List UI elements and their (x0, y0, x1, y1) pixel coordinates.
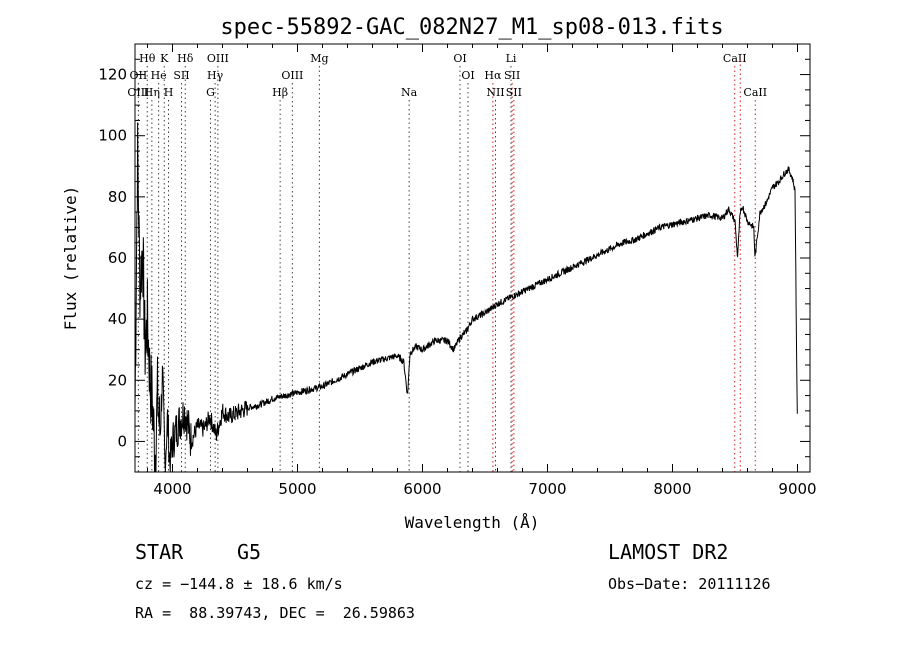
subclass-label: G5 (237, 540, 262, 564)
line-label: CaII (743, 86, 767, 99)
line-label: OI (453, 52, 466, 65)
line-label: SII (173, 69, 189, 82)
x-tick-label: 8000 (653, 480, 691, 498)
line-label: OIII (127, 86, 149, 99)
obs-date-readout: Obs−Date: 20111126 (608, 575, 771, 593)
line-label: OII (130, 69, 148, 82)
chart-title: spec-55892-GAC_082N27_M1_sp08-013.fits (220, 15, 723, 40)
y-axis-label: Flux (relative) (61, 186, 80, 331)
y-tick-label: 20 (108, 371, 127, 389)
line-label: Hδ (177, 52, 194, 65)
line-label: Hη (144, 86, 160, 99)
line-label: G (206, 86, 215, 99)
spectrum-line (134, 122, 798, 473)
class-label: STAR (135, 540, 184, 564)
line-label: Li (506, 52, 517, 65)
x-tick-label: 4000 (153, 480, 191, 498)
line-label: OIII (281, 69, 303, 82)
redshift-readout: cz = −144.8 ± 18.6 km/s (135, 575, 343, 593)
line-label: SII (506, 86, 522, 99)
line-label: CaII (723, 52, 747, 65)
y-tick-label: 60 (108, 249, 127, 267)
line-label: He (151, 69, 167, 82)
line-label: Hα (484, 69, 502, 82)
x-tick-label: 7000 (528, 480, 566, 498)
line-label: Hβ (272, 86, 288, 99)
y-tick-label: 0 (117, 432, 127, 450)
y-tick-label: 40 (108, 310, 127, 328)
x-axis-label: Wavelength (Å) (405, 513, 540, 532)
line-label: Hγ (207, 69, 224, 82)
line-label: SII (504, 69, 520, 82)
line-label: OIII (207, 52, 229, 65)
x-tick-label: 9000 (778, 480, 816, 498)
x-tick-label: 6000 (403, 480, 441, 498)
line-label: NII (486, 86, 504, 99)
y-tick-label: 100 (98, 127, 127, 145)
axis-ticks: 4000 5000 6000 7000 8000 9000 0 20 40 60 80 100 120 (98, 44, 817, 498)
line-label: Mg (310, 52, 328, 65)
line-label: K (160, 52, 169, 65)
line-label: Na (401, 86, 418, 99)
y-tick-label: 120 (98, 66, 127, 84)
line-label: H (164, 86, 174, 99)
line-label: OI (461, 69, 474, 82)
x-tick-label: 5000 (278, 480, 316, 498)
plot-frame (134, 43, 811, 473)
line-label: Hθ (139, 52, 156, 65)
y-tick-label: 80 (108, 188, 127, 206)
coordinates-readout: RA = 88.39743, DEC = 26.59863 (135, 604, 415, 622)
survey-label: LAMOST DR2 (608, 540, 729, 564)
